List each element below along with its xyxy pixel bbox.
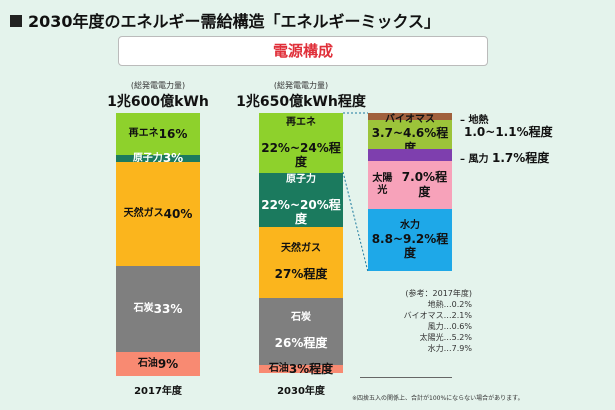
bar-segment-原子力: 原子力 3% — [116, 151, 200, 165]
x-label-2017: 2017年度 — [134, 386, 182, 397]
breakdown-segment-太陽光: 太陽光 7.0%程度 — [368, 160, 452, 209]
breakdown-segment-水力: 水力 8.8~9.2%程度 — [368, 208, 452, 271]
segment-value: 22%~24%程度 — [261, 140, 341, 169]
bar-segment-石炭: 石炭 26%程度 — [259, 297, 343, 366]
bar-segment-原子力: 原子力 22%~20%程度 — [259, 172, 343, 228]
bar-renewables-breakdown: バイオマス 3.7~4.6%程度 太陽光 7.0%程度 水力 8.8~9.2%程度 — [368, 113, 452, 271]
segment-name: 天然ガス — [123, 208, 164, 220]
bar-segment-石油: 石油 9% — [116, 352, 200, 376]
segment-value: 27%程度 — [274, 267, 328, 282]
segment-value: 9% — [157, 356, 179, 371]
breakdown-label-地熱: – 地熱 — [460, 114, 489, 126]
breakdown-value-地熱: 1.0~1.1%程度 — [464, 124, 553, 139]
segment-value: 3%程度 — [288, 361, 334, 376]
segment-value: 22%~20%程度 — [261, 197, 341, 227]
segment-name: 再エネ — [286, 116, 316, 128]
bar-segment-石炭: 石炭 33% — [116, 266, 200, 353]
segment-name: 太陽光 — [372, 172, 393, 196]
segment-value: 26%程度 — [274, 336, 328, 351]
x-label-2030: 2030年度 — [277, 386, 325, 397]
reference-2017: (参考：2017年度) 地熱…0.2% バイオマス…2.1% 風力…0.6% 太… — [403, 289, 472, 353]
total-2030: (総発電電力量) 1兆650億kWh程度 — [236, 81, 366, 110]
bar-segment-石油: 石油 3%程度 — [259, 361, 343, 376]
footnote: ※四捨五入の関係上、合計が100%にならない場合があります。 — [352, 395, 524, 402]
total-2017: (総発電電力量) 1兆600億kWh — [107, 81, 209, 110]
bar-2017: 再エネ 16% 原子力 3% 天然ガス 40% 石炭 33% 石油 9% — [116, 113, 200, 376]
segment-name: 天然ガス — [281, 243, 321, 255]
segment-name: バイオマス — [385, 114, 435, 126]
divider — [360, 377, 452, 378]
segment-name: 石炭 — [291, 312, 311, 324]
breakdown-segment-バイオマス: バイオマス 3.7~4.6%程度 — [368, 114, 452, 155]
segment-value: 7.0%程度 — [401, 170, 448, 199]
segment-name: 水力 — [400, 219, 420, 231]
bar-segment-再エネ: 再エネ 16% — [116, 113, 200, 155]
segment-value: 16% — [158, 126, 188, 141]
segment-name: 原子力 — [132, 152, 163, 164]
segment-name: 再エネ — [128, 127, 159, 139]
chart-subtitle: 電源構成 — [118, 36, 488, 66]
segment-name: 石油 — [137, 357, 158, 369]
bar-segment-再エネ: 再エネ 22%~24%程度 — [259, 113, 343, 173]
segment-value: 8.8~9.2%程度 — [371, 231, 449, 260]
segment-value: 3% — [162, 151, 184, 166]
segment-name: 原子力 — [286, 173, 316, 185]
segment-name: 石油 — [268, 363, 289, 375]
bar-2030: 再エネ 22%~24%程度 原子力 22%~20%程度 天然ガス 27%程度 石炭 2… — [259, 113, 343, 376]
breakdown-segment-風力 — [368, 148, 452, 161]
breakdown-label-風力: – 風力 1.7%程度 — [460, 150, 550, 165]
breakdown-segment-地熱 — [368, 113, 452, 121]
segment-value: 33% — [153, 302, 183, 317]
segment-value: 40% — [163, 207, 193, 222]
bar-segment-天然ガス: 天然ガス 40% — [116, 162, 200, 267]
bar-segment-天然ガス: 天然ガス 27%程度 — [259, 227, 343, 298]
segment-name: 石炭 — [133, 303, 154, 315]
page-title: 2030年度のエネルギー需給構造「エネルギーミックス」 — [10, 8, 440, 32]
